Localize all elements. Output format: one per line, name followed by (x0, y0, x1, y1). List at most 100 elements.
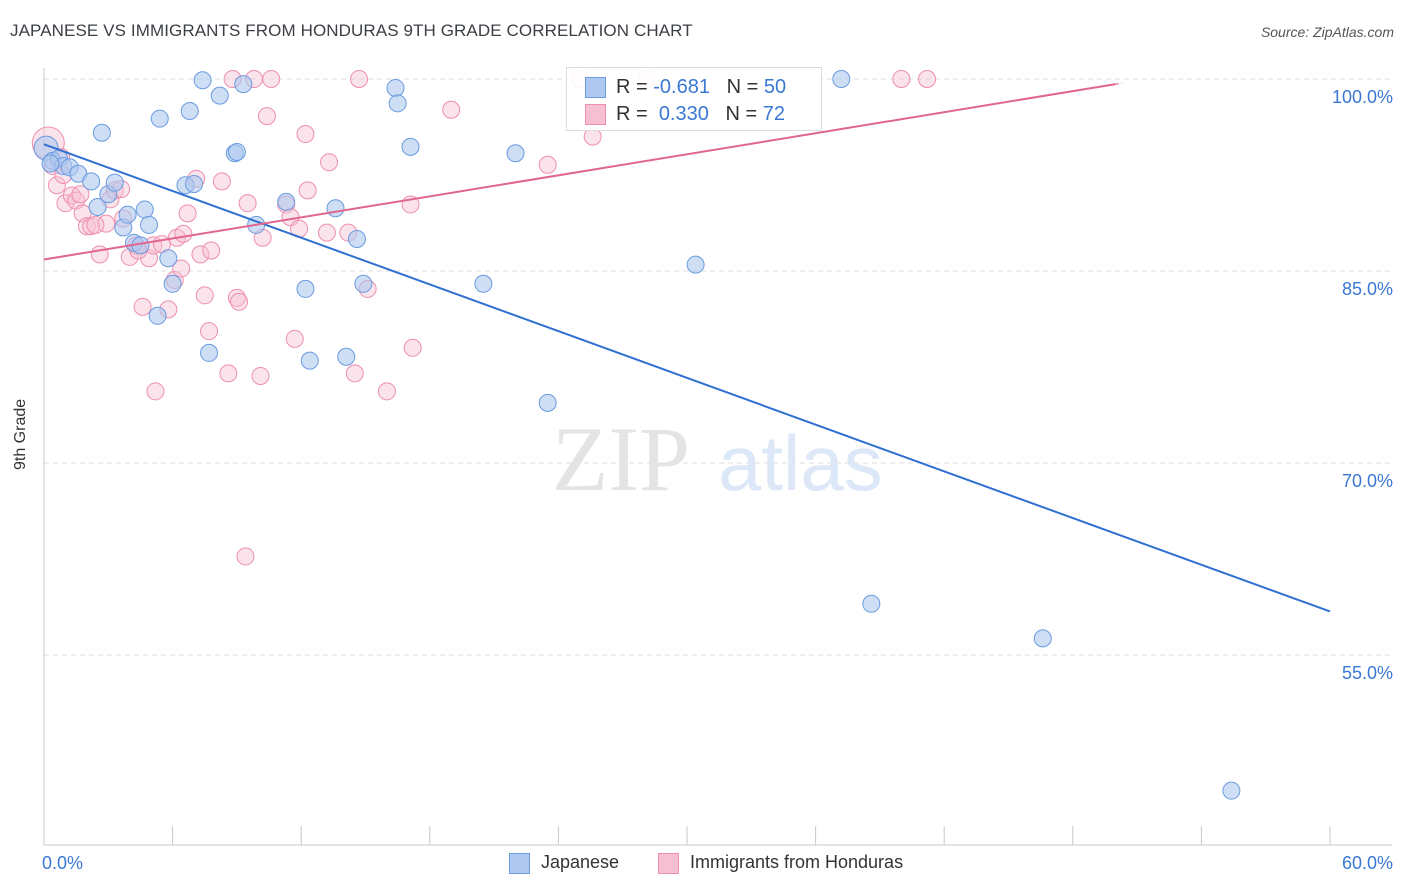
honduras-point (377, 382, 396, 401)
japanese-point (538, 393, 557, 412)
honduras-point (296, 125, 315, 144)
watermark-atlas: atlas (718, 419, 883, 507)
honduras-point (892, 70, 911, 88)
honduras-point (317, 223, 336, 242)
japanese-point (227, 142, 246, 161)
honduras-trend-line (43, 83, 1116, 261)
honduras-point (298, 181, 317, 200)
honduras-point (538, 155, 557, 174)
watermark-zip: ZIP (552, 408, 690, 510)
honduras-point (403, 338, 422, 357)
honduras-trend-extension (1115, 82, 1123, 86)
japanese-point (41, 154, 60, 173)
japanese-point (337, 347, 356, 366)
trend-lines (43, 82, 1331, 613)
honduras-point (257, 107, 276, 126)
honduras-point (71, 185, 90, 204)
japanese-point (388, 94, 407, 113)
japanese-points (33, 70, 1241, 800)
japanese-point (135, 200, 154, 219)
honduras-point (191, 245, 210, 264)
japanese-point (277, 192, 296, 211)
honduras-point (172, 259, 191, 278)
x-tick-label: 60.0% (1342, 853, 1393, 873)
y-tick-label: 70.0% (1342, 471, 1393, 491)
legend-label: Japanese (541, 852, 620, 872)
japanese-point (185, 174, 204, 193)
japanese-point (686, 255, 705, 274)
japanese-point (234, 75, 253, 94)
honduras-point (345, 364, 364, 383)
honduras-point (442, 100, 461, 119)
series-legend: Japanese Immigrants from Honduras (0, 852, 1406, 878)
japanese-swatch (585, 77, 606, 98)
honduras-point (86, 215, 105, 234)
japanese-point (354, 274, 373, 293)
japanese-point (159, 249, 178, 268)
honduras-point (230, 292, 249, 311)
japanese-point (82, 172, 101, 191)
axes (43, 68, 1392, 846)
honduras-point (212, 172, 231, 191)
y-axis-label: 9th Grade (12, 398, 29, 470)
japanese-trend-line (43, 143, 1331, 613)
r-value: 0.330 (658, 103, 709, 125)
honduras-point (251, 366, 270, 385)
japanese-point (1222, 781, 1241, 800)
japanese-point (832, 70, 851, 88)
honduras-point (219, 364, 238, 383)
japanese-point (163, 274, 182, 293)
n-value: 50 (763, 76, 787, 98)
japanese-point (92, 123, 111, 142)
honduras-swatch (658, 853, 679, 874)
source-label: Source: ZipAtlas.com (1260, 24, 1394, 40)
tick-labels: 55.0% 70.0% 85.0% 100.0% 0.0% 60.0% (42, 87, 1393, 873)
japanese-point (180, 102, 199, 120)
honduras-point (200, 322, 219, 341)
gridlines (44, 78, 1392, 656)
japanese-point (401, 137, 420, 156)
honduras-point (146, 382, 165, 401)
honduras-point (238, 194, 257, 213)
x-tick-label: 0.0% (42, 853, 83, 873)
chart-title: JAPANESE VS IMMIGRANTS FROM HONDURAS 9TH… (10, 21, 693, 40)
japanese-point (296, 279, 315, 298)
honduras-point (285, 329, 304, 348)
honduras-point (262, 70, 281, 88)
n-label: N = (726, 76, 764, 98)
y-tick-label: 100.0% (1332, 87, 1393, 107)
japanese-swatch (509, 853, 530, 874)
japanese-point (140, 215, 159, 234)
japanese-point (200, 343, 219, 362)
y-tick-label: 85.0% (1342, 279, 1393, 299)
japanese-point (118, 205, 137, 224)
japanese-point (1033, 629, 1052, 648)
honduras-point (47, 176, 66, 195)
japanese-point (150, 109, 169, 128)
japanese-point (862, 594, 881, 613)
japanese-point (474, 274, 493, 293)
japanese-point (88, 198, 107, 216)
n-value: 72 (762, 103, 786, 125)
honduras-swatch (585, 104, 606, 125)
honduras-point (195, 286, 214, 305)
honduras-point (918, 70, 937, 88)
japanese-point (506, 144, 525, 163)
legend-label: Immigrants from Honduras (690, 852, 904, 872)
y-tick-label: 55.0% (1342, 663, 1393, 683)
honduras-point (320, 153, 339, 172)
honduras-point (236, 547, 255, 566)
japanese-point (326, 199, 345, 218)
stats-legend: R = -0.681 N = 50 R = 0.330 N = 72 (566, 67, 822, 131)
honduras-point (178, 204, 197, 223)
japanese-point (105, 173, 124, 192)
japanese-point (386, 78, 405, 97)
watermark: ZIP atlas (552, 408, 883, 510)
honduras-point (133, 297, 152, 316)
japanese-point (210, 86, 229, 105)
r-label: R = (616, 103, 654, 125)
honduras-point (202, 241, 221, 260)
honduras-point (350, 70, 369, 88)
r-label: R = (616, 76, 654, 98)
